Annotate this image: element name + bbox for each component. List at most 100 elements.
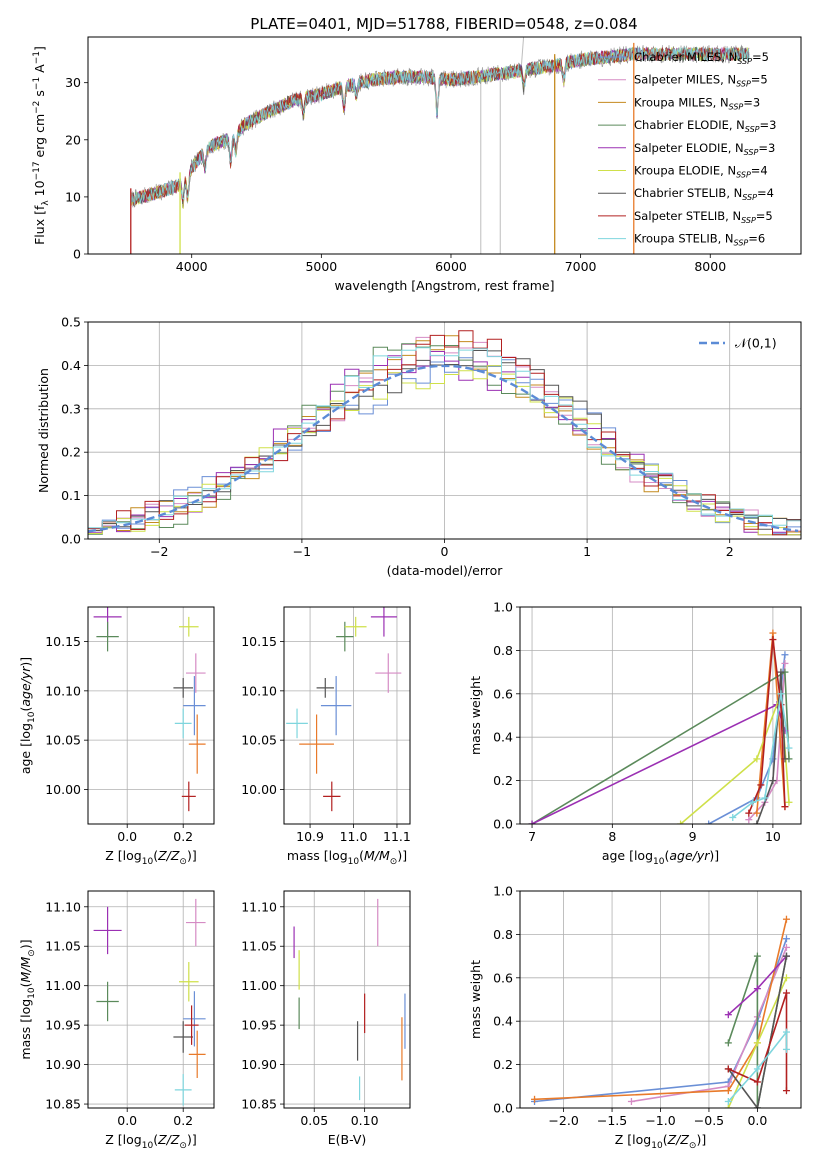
label-segment: wavelength [Angstrom, rest frame] <box>334 278 554 293</box>
series-salpeter-elodie <box>724 952 790 1019</box>
y-tick-label: 10.85 <box>45 1097 81 1112</box>
y-tick-label: 0.1 <box>61 488 81 503</box>
y-tick-label: 0.2 <box>493 1057 513 1072</box>
point-salpeter-stelib <box>184 1005 199 1045</box>
y-tick-label: 0.5 <box>61 315 81 330</box>
y-tick-label: 10 <box>65 189 81 204</box>
y-tick-label: 10.90 <box>241 1057 277 1072</box>
plot-area <box>528 629 793 824</box>
x-tick-label: 1 <box>583 544 591 559</box>
x-tick-label: 0.0 <box>117 829 137 844</box>
x-tick-label: −1.0 <box>645 1113 675 1128</box>
point-chabrier-stelib <box>173 678 193 698</box>
label-segment: −17 <box>32 161 42 180</box>
point-chabrier-miles <box>183 676 206 736</box>
series-kroupa-stelib <box>729 690 793 821</box>
x-tick-label: 0.0 <box>747 1113 767 1128</box>
axes-frame <box>87 606 215 825</box>
x-axis-label: E(B-V) <box>328 1132 367 1147</box>
model-spectrum-kroupa-stelib <box>130 46 750 206</box>
y-tick-label: 0.3 <box>61 401 81 416</box>
x-tick-label: 0 <box>441 544 449 559</box>
y-tick-label: 0.4 <box>61 358 81 373</box>
label-segment: ] <box>32 46 47 51</box>
point-chabrier-miles <box>320 676 352 736</box>
histogram-chabrier-miles <box>88 357 801 539</box>
label-segment: 10 <box>32 180 47 200</box>
x-axis-label: Z [log10(Z/Z⊙)] <box>615 1132 706 1151</box>
legend-label: 𝒩(0,1) <box>735 336 777 351</box>
y-tick-label: 11.05 <box>45 939 81 954</box>
label-segment: )] <box>709 848 719 863</box>
label-segment: log <box>18 723 33 742</box>
series-line <box>756 672 786 824</box>
point-kroupa-stelib <box>174 708 192 739</box>
point-chabrier-elodie <box>96 621 119 652</box>
legend-label: Salpeter ELODIE, NSSP=3 <box>634 141 775 157</box>
label-segment: mass weight <box>468 676 483 755</box>
y-axis-label: Flux [fλ 10−17 erg cm−2 s−1 A−1] <box>32 46 51 245</box>
plot-area <box>93 607 206 812</box>
series-line <box>727 1029 788 1103</box>
y-tick-label: 0 <box>73 247 81 262</box>
label-segment: ⊙ <box>179 1141 187 1151</box>
label-segment: M/M <box>18 956 33 982</box>
label-segment: log <box>18 999 33 1018</box>
label-segment: Z/Z <box>157 1132 180 1147</box>
model-spectrum-chabrier-miles <box>130 47 636 207</box>
y-tick-label: 11.05 <box>241 939 277 954</box>
age-vs-mass-panel: 10.9 11.0 11.1 10.00 10.05 10.10 10.15 mass [lo… <box>241 606 411 867</box>
label-segment: −2 <box>32 101 42 114</box>
x-tick-label: 10.9 <box>296 829 324 844</box>
x-tick-label: −1.5 <box>597 1113 627 1128</box>
point-kroupa-elodie <box>179 616 199 637</box>
legend-label: Salpeter STELIB, NSSP=5 <box>634 209 773 225</box>
y-tick-label: 1.0 <box>493 600 513 615</box>
x-tick-label: 10 <box>765 829 781 844</box>
label-segment: ( <box>18 707 33 712</box>
x-tick-label: 6000 <box>435 259 467 274</box>
model-spectrum-salpeter-stelib <box>130 46 750 206</box>
axes-frame <box>87 890 215 1109</box>
series-salpeter-stelib <box>745 636 789 817</box>
y-tick-label: 10.10 <box>241 683 277 698</box>
x-tick-label: −2 <box>150 544 168 559</box>
point-kroupa-miles <box>299 714 334 774</box>
series-line <box>727 955 788 1108</box>
label-segment: ⊙ <box>390 857 398 867</box>
point-kroupa-miles <box>188 1030 206 1079</box>
legend-label: Kroupa STELIB, NSSP=6 <box>634 232 765 248</box>
x-tick-label: 0.0 <box>117 1113 137 1128</box>
point-salpeter-elodie <box>370 607 397 637</box>
point-kroupa-elodie <box>344 616 367 637</box>
y-axis-label: Normed distribution <box>36 368 51 493</box>
y-tick-label: 10.10 <box>45 683 81 698</box>
x-tick-label: 0.2 <box>173 1113 193 1128</box>
legend-label: Salpeter MILES, NSSP=5 <box>634 73 768 89</box>
label-segment: )] <box>18 939 33 949</box>
label-segment: )] <box>696 1132 706 1147</box>
y-tick-label: 0.6 <box>493 970 513 985</box>
y-tick-label: 10.85 <box>241 1097 277 1112</box>
mass-weight-vs-metallicity-panel: −2.0 −1.5 −1.0 −0.5 0.0 0.0 0.2 0.4 0.6 0.8 1.0 Z [… <box>468 884 802 1151</box>
point-chabrier-stelib <box>316 678 334 698</box>
legend-label: Kroupa MILES, NSSP=3 <box>634 95 760 111</box>
x-tick-label: 7 <box>528 829 536 844</box>
point-chabrier-elodie <box>96 981 119 1022</box>
label-segment: (data-model)/error <box>387 563 504 578</box>
label-segment: M/M <box>364 848 390 863</box>
point-salpeter-stelib <box>181 781 196 812</box>
label-segment: log <box>123 848 142 863</box>
residuals-panel: 𝒩(0,1) −2 −1 0 1 2 0.0 0.1 0.2 0.3 0.4 0.5 (data-mod… <box>36 315 802 578</box>
label-segment: ( <box>663 1132 668 1147</box>
y-tick-label: 1.0 <box>493 884 513 899</box>
label-segment: ⊙ <box>689 1141 697 1151</box>
label-segment: age/yr <box>669 848 710 863</box>
label-segment: Z/Z <box>667 1132 690 1147</box>
spectrum-panel: Chabrier MILES, NSSP=5 Salpeter MILES, NS… <box>32 36 802 293</box>
point-salpeter-miles <box>186 653 206 693</box>
plot-area <box>88 330 801 539</box>
x-tick-label: −1 <box>293 544 311 559</box>
